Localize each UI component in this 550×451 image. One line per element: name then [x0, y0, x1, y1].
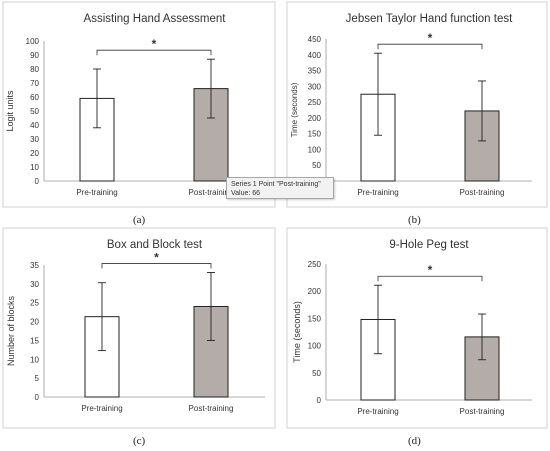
significance-marker-c: * — [154, 251, 159, 265]
y-axis-label-d: Time (seconds) — [292, 301, 302, 363]
y-tick-label-a: 20 — [30, 149, 39, 158]
y-tick-label-c: 10 — [30, 355, 39, 364]
chart-title-d: 9-Hole Peg test — [389, 239, 469, 251]
y-tick-label-d: 200 — [308, 287, 322, 296]
significance-bracket-b — [377, 43, 483, 50]
x-tick-label-d-2: Post-training — [460, 407, 505, 416]
tooltip-value-line: Value: 66 — [231, 190, 261, 197]
significance-bracket-d — [377, 275, 483, 282]
y-tick-label-c: 35 — [30, 261, 39, 270]
chart-panel-d: 9-Hole Peg test 0 50 100 150 200 250 Time (seco… — [286, 227, 548, 429]
y-tick-label-c: 0 — [35, 393, 40, 402]
y-tick-label-b: 150 — [308, 130, 322, 139]
y-tick-label-b: 50 — [312, 161, 321, 170]
x-tick-label-a-1: Pre-training — [76, 188, 117, 197]
y-tick-label-a: 70 — [30, 79, 39, 88]
tooltip-series-line: Series 1 Point "Post-training" — [231, 181, 321, 188]
y-tick-label-b: 250 — [308, 98, 322, 107]
y-tick-label-d: 100 — [308, 342, 322, 351]
significance-marker-b: * — [428, 31, 433, 45]
y-tick-label-a: 30 — [30, 135, 39, 144]
chart-title-b: Jebsen Taylor Hand function test — [346, 13, 513, 25]
y-tick-label-b: 450 — [308, 35, 322, 44]
chart-title-c: Box and Block test — [107, 239, 203, 251]
y-tick-label-d: 50 — [312, 369, 321, 378]
significance-marker-a: * — [152, 37, 157, 51]
significance-bracket-c — [101, 263, 212, 269]
y-tick-label-d: 150 — [308, 314, 322, 323]
y-tick-label-a: 40 — [30, 121, 39, 130]
data-point-tooltip: Series 1 Point "Post-training" Value: 66 — [226, 177, 334, 199]
chart-border-a — [2, 1, 276, 208]
panel-label-b: (b) — [408, 214, 421, 226]
x-tick-label-b-2: Post-training — [460, 188, 505, 197]
y-tick-label-b: 300 — [308, 82, 322, 91]
x-tick-label-b-1: Pre-training — [357, 188, 398, 197]
y-tick-label-c: 20 — [30, 318, 39, 327]
y-tick-label-d: 250 — [308, 260, 322, 269]
y-tick-label-c: 5 — [35, 374, 40, 383]
y-tick-label-b: 100 — [308, 145, 322, 154]
y-tick-label-c: 30 — [30, 280, 39, 289]
y-tick-label-a: 90 — [30, 51, 39, 60]
y-tick-label-a: 0 — [35, 177, 40, 186]
y-tick-label-b: 400 — [308, 51, 322, 60]
y-tick-label-a: 10 — [30, 163, 39, 172]
y-tick-label-d: 0 — [317, 396, 322, 405]
y-axis-label-c: Number of blocks — [6, 295, 16, 366]
y-tick-label-a: 80 — [30, 65, 39, 74]
x-tick-label-a-2: Post-training — [189, 188, 234, 197]
chart-panel-c: Box and Block test 0 5 10 15 20 25 30 35 Number o… — [2, 227, 276, 429]
y-tick-label-b: 350 — [308, 67, 322, 76]
y-tick-label-c: 25 — [30, 299, 39, 308]
chart-border-c — [2, 227, 276, 429]
chart-border-b — [286, 1, 548, 208]
panel-label-c: (c) — [133, 435, 146, 447]
chart-panel-a: Assisting Hand Assessment 0 10 20 30 40 50 60 70… — [2, 1, 276, 208]
y-axis-label-a: Logit units — [5, 90, 15, 132]
x-tick-label-d-1: Pre-training — [357, 407, 398, 416]
bar-b-1 — [360, 93, 396, 182]
panel-label-d: (d) — [408, 435, 421, 447]
x-tick-label-c-1: Pre-training — [81, 404, 122, 413]
chart-title-a: Assisting Hand Assessment — [84, 13, 227, 25]
y-tick-label-a: 100 — [26, 37, 40, 46]
x-tick-label-c-2: Post-training — [189, 404, 234, 413]
chart-panel-b: Jebsen Taylor Hand function test05010015… — [286, 1, 548, 208]
y-axis-label-b: Time (seconds) — [290, 82, 299, 137]
y-tick-label-a: 60 — [30, 93, 39, 102]
y-tick-label-a: 50 — [30, 107, 39, 116]
significance-marker-d: * — [428, 263, 433, 277]
panel-label-a: (a) — [133, 214, 146, 226]
y-tick-label-b: 200 — [308, 114, 322, 123]
chart-border-d — [286, 227, 548, 429]
significance-bracket-a — [96, 49, 212, 56]
y-tick-label-c: 15 — [30, 336, 39, 345]
